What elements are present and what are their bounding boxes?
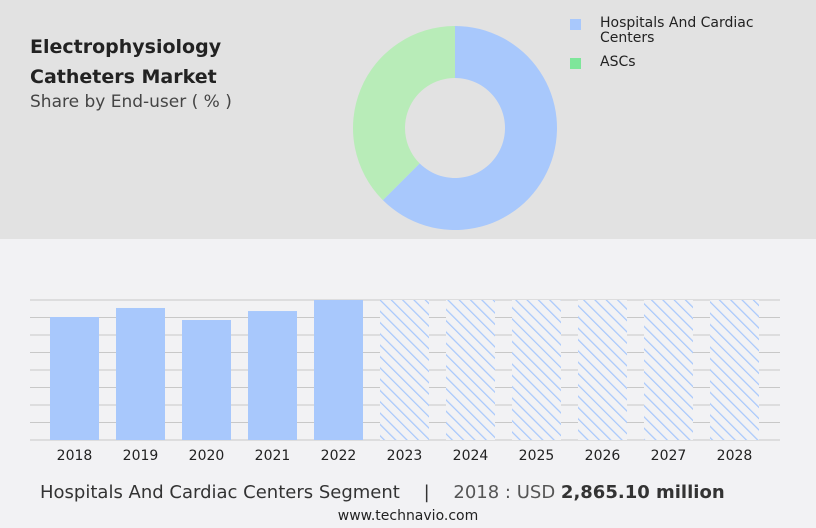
x-tick-label: 2027 [651,448,687,464]
bar-2019 [116,307,165,440]
donut-slice-1 [353,26,455,201]
x-tick-label: 2021 [255,448,291,464]
bar-2024 [446,300,495,440]
x-tick-label: 2023 [387,448,423,464]
bar-2026 [578,300,627,440]
x-tick-label: 2026 [585,448,621,464]
x-tick-label: 2022 [321,448,357,464]
legend-swatch [570,58,581,69]
donut-chart [353,26,557,230]
year-label: 2018 : USD [453,482,556,503]
x-tick-label: 2018 [57,448,93,464]
site-url: www.technavio.com [337,508,479,524]
legend-label: Hospitals And Cardiac Centers [600,15,754,46]
bar-series [50,300,759,440]
value-label: 2,865.10 million [560,482,725,503]
donut-slice-0 [382,26,557,230]
x-tick-label: 2028 [717,448,753,464]
legend-label: ASCs [600,54,636,70]
legend-item-hospitals: Hospitals And Cardiac Centers [570,16,800,46]
bar-2020 [182,320,231,440]
x-axis-labels: 2018 2019 2020 2021 2022 2023 2024 2025 2026 2027… [57,448,753,464]
bar-2025 [512,300,561,440]
bar-2027 [644,300,693,440]
bar-2022 [314,300,363,440]
footer-summary: Hospitals And Cardiac Centers Segment | … [40,482,725,503]
x-tick-label: 2024 [453,448,489,464]
x-tick-label: 2019 [123,448,159,464]
bar-2028 [710,300,759,440]
bar-2023 [380,300,429,440]
page-subtitle: Share by End-user ( % ) [30,92,232,112]
x-tick-label: 2020 [189,448,225,464]
page-title: Electrophysiology Catheters Market [30,36,222,88]
separator: | [423,482,430,503]
legend-item-ascs: ASCs [570,55,800,70]
x-tick-label: 2025 [519,448,555,464]
segment-label: Hospitals And Cardiac Centers Segment [40,482,400,503]
legend: Hospitals And Cardiac Centers ASCs [570,16,800,79]
legend-swatch [570,19,581,30]
bar-2018 [50,316,99,440]
bar-2021 [248,311,297,440]
